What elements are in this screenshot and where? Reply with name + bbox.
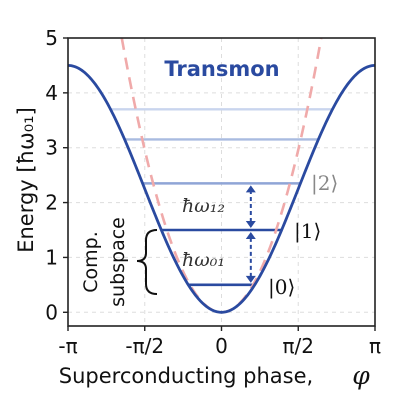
x-axis-symbol: φ xyxy=(352,361,370,390)
x-tick-label-4: π xyxy=(369,334,381,358)
arrow-12-head-up xyxy=(245,185,256,193)
subspace-label-comp: Comp. xyxy=(80,231,102,293)
cosine-potential-curve xyxy=(67,64,376,314)
energy-levels xyxy=(110,108,333,287)
subspace-brace xyxy=(136,229,158,295)
transition-arrows xyxy=(245,185,256,283)
arrow-01-head-down xyxy=(245,275,256,283)
y-tick-label-3: 3 xyxy=(45,136,58,160)
y-axis-title: Energy [ħω₀₁] xyxy=(14,107,38,253)
state-label-1: |1⟩ xyxy=(294,219,321,244)
subspace-label-subspace: subspace xyxy=(107,217,129,307)
y-tick-label-1: 1 xyxy=(45,245,58,269)
gap-label-01: ħω₀₁ xyxy=(182,249,225,271)
y-tick-label-5: 5 xyxy=(45,26,58,50)
x-tick-label-0: -π xyxy=(58,334,77,358)
state-label-2: |2⟩ xyxy=(311,171,338,196)
arrow-01-head-up xyxy=(245,232,256,239)
gap-label-12: ħω₁₂ xyxy=(182,195,225,217)
x-tick-label-2: 0 xyxy=(215,334,228,358)
y-tick-label-2: 2 xyxy=(45,191,58,215)
state-label-0: |0⟩ xyxy=(268,275,295,300)
ticks: -π -π/2 0 π/2 π 0 1 2 3 4 5 xyxy=(45,26,381,358)
curves xyxy=(67,37,376,314)
y-tick-label-4: 4 xyxy=(45,81,58,105)
x-tick-label-1: -π/2 xyxy=(125,334,164,358)
chart-title: Transmon xyxy=(164,57,279,81)
brace-shape xyxy=(136,229,158,295)
arrow-12-head-down xyxy=(245,221,256,228)
y-tick-label-0: 0 xyxy=(45,300,58,324)
x-tick-label-3: π/2 xyxy=(282,334,314,358)
x-axis-title: Superconducting phase, xyxy=(59,364,313,388)
